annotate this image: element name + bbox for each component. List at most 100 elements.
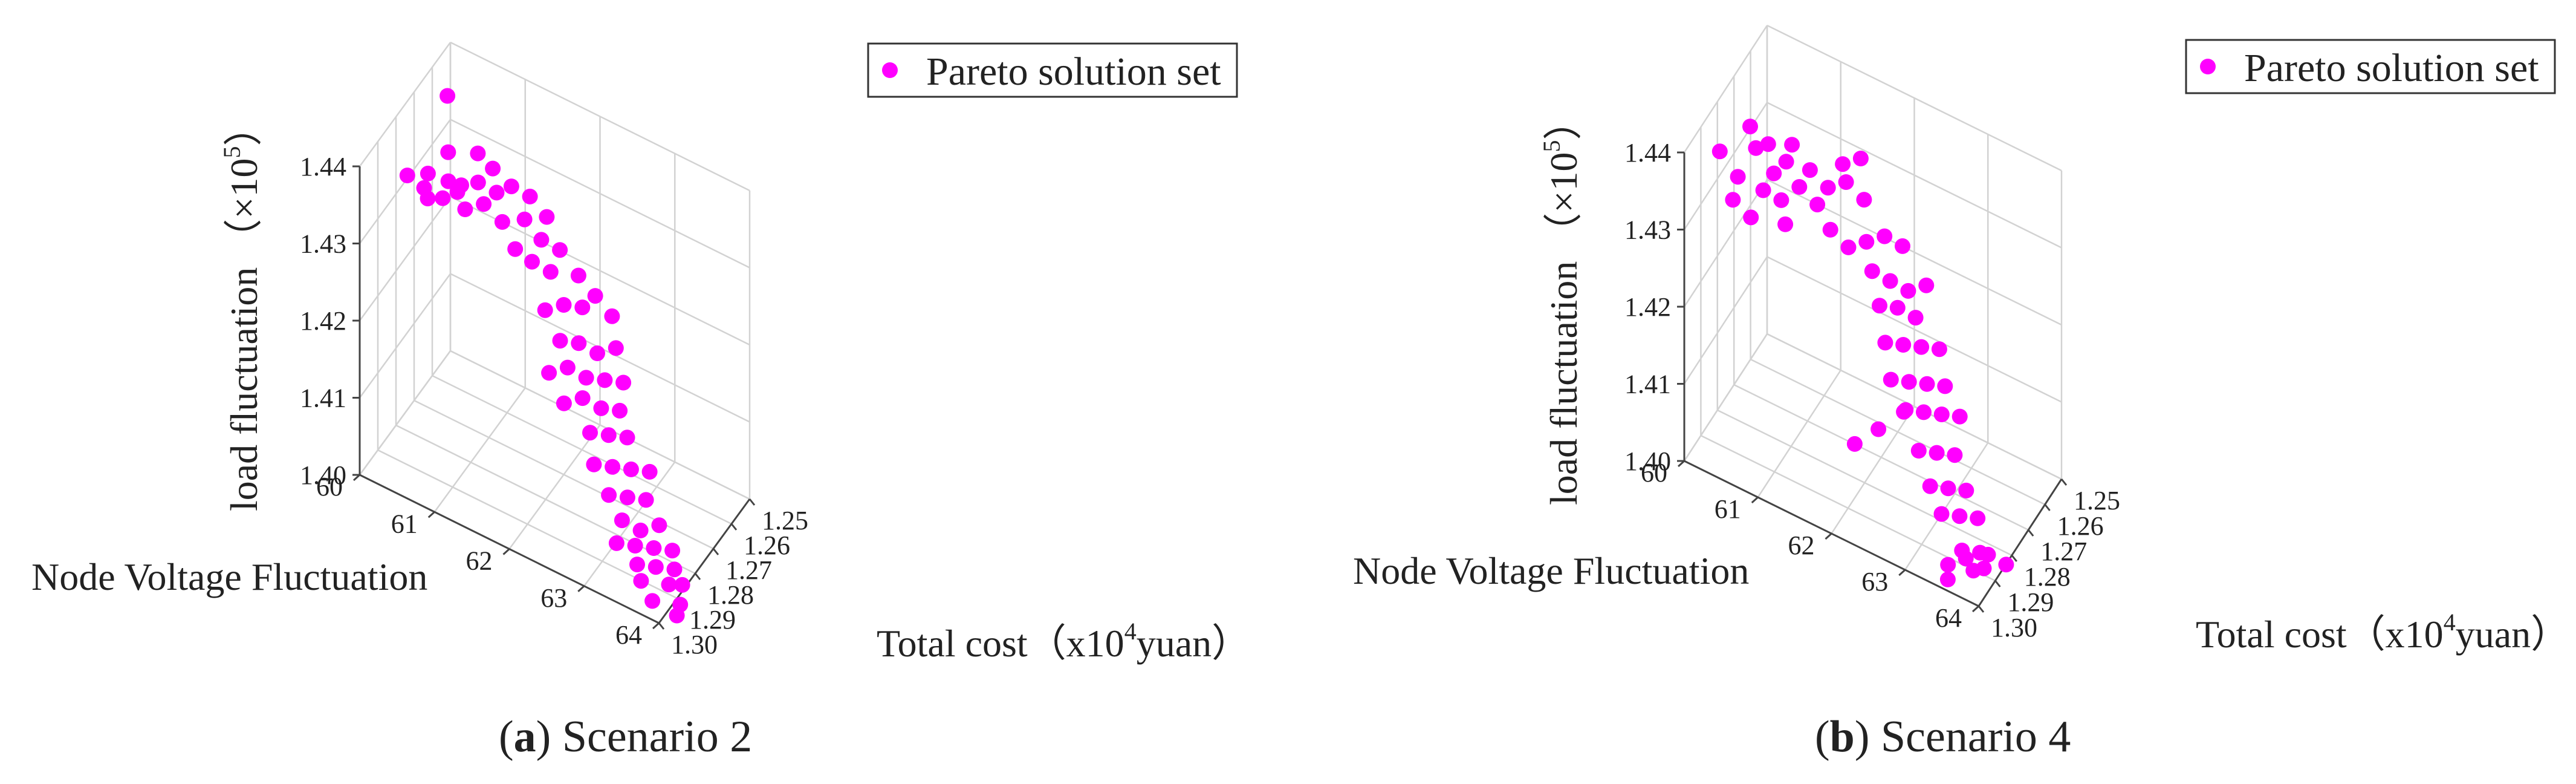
- gridline: [1750, 358, 2046, 506]
- scatter-point: [608, 535, 625, 551]
- scatter-point: [1951, 408, 1968, 425]
- caption-a: (a) Scenario 2: [499, 712, 752, 762]
- scatter-point: [1822, 221, 1838, 238]
- scatter-point: [1870, 421, 1887, 437]
- scatter-point: [1760, 136, 1776, 152]
- grid-b: [1677, 24, 2068, 613]
- gridline: [1733, 384, 2029, 531]
- scatter-point: [597, 372, 613, 388]
- scatter-point: [1916, 404, 1932, 420]
- y-tick-mark: [2060, 479, 2068, 486]
- scatter-point: [601, 487, 617, 503]
- y-tick-label: 1.29: [2007, 587, 2054, 617]
- x-tick-label: 64: [1935, 603, 1962, 633]
- y-tick-mark: [748, 498, 756, 506]
- y-tick-mark: [694, 573, 701, 580]
- x-tick-label: 60: [1641, 458, 1667, 488]
- y-tick-label: 1.28: [2024, 562, 2071, 592]
- scatter-point: [669, 607, 685, 624]
- scatter-point: [522, 188, 538, 204]
- scatter-point: [664, 543, 681, 559]
- scatter-point: [1864, 263, 1880, 279]
- z-axis-label-b-exp: 5: [1538, 140, 1565, 152]
- scatter-point: [1742, 119, 1758, 135]
- gridline: [508, 424, 601, 550]
- scatter-point: [574, 299, 591, 316]
- caption-b-text: Scenario 4: [1869, 712, 2071, 762]
- scatter-point: [440, 173, 456, 189]
- y-tick-mark: [658, 622, 665, 630]
- scatter-point: [1918, 277, 1935, 293]
- gridline: [432, 374, 732, 525]
- gridline: [358, 42, 452, 167]
- scatter-point: [666, 561, 683, 578]
- legend-label-a: Pareto solution set: [926, 50, 1221, 94]
- scatter-point: [619, 430, 635, 446]
- z-tick-label: 1.43: [1624, 215, 1671, 245]
- y-axis-label-b-tail: yuan）: [2456, 613, 2569, 656]
- scatter-point: [1976, 560, 1992, 577]
- y-tick-label: 1.29: [689, 605, 736, 635]
- scatter-point: [1958, 550, 1974, 567]
- y-tick-label: 1.27: [2040, 537, 2087, 566]
- scatter-point: [612, 402, 628, 419]
- scatter-point: [1940, 480, 1956, 497]
- y-axis-label-a-tail: yuan）: [1137, 622, 1250, 665]
- scatter-point: [1872, 298, 1887, 314]
- z-tick-label: 1.40: [1624, 446, 1671, 476]
- y-tick-mark: [2028, 529, 2034, 537]
- scatter-point: [524, 253, 540, 270]
- scatter-point: [1778, 154, 1794, 170]
- scatter-point: [420, 165, 436, 181]
- scatter-point: [552, 333, 568, 349]
- y-tick-label: 1.26: [744, 531, 790, 560]
- caption-a-letter: a: [514, 712, 536, 762]
- y-tick-mark: [730, 523, 738, 531]
- scatter-point: [1931, 341, 1947, 358]
- legend-box-a: [867, 42, 1238, 98]
- gridline: [433, 387, 526, 512]
- y-tick-label: 1.28: [707, 580, 754, 610]
- z-tick-label: 1.41: [1624, 370, 1671, 399]
- scatter-point: [533, 232, 550, 248]
- y-tick-label: 1.25: [762, 506, 808, 535]
- gridline: [1831, 406, 1915, 534]
- gridline: [395, 424, 696, 575]
- z-tick-label: 1.43: [300, 229, 346, 259]
- gridline: [414, 399, 714, 550]
- z-tick-label: 1.44: [300, 152, 346, 181]
- scatter-point: [556, 297, 572, 313]
- scatter-point: [1730, 169, 1746, 185]
- gridline: [377, 449, 678, 599]
- scatter-point: [1835, 156, 1851, 172]
- x-tick-label: 63: [540, 583, 567, 613]
- caption-a-text: Scenario 2: [551, 712, 752, 762]
- z-axis-label-a-main: load fluctuation （×10: [222, 158, 265, 511]
- scatter-point: [646, 540, 662, 556]
- scatter-point: [1919, 376, 1935, 392]
- gridline: [358, 273, 452, 399]
- scatter-point: [494, 214, 510, 230]
- y-axis-line: [1977, 479, 2063, 607]
- x-tick-label: 61: [1715, 494, 1741, 524]
- y-axis-label-a-exp: 4: [1124, 618, 1137, 645]
- scatter-point: [539, 209, 555, 225]
- y-tick-mark: [712, 548, 719, 555]
- x-tick-mark: [652, 622, 660, 630]
- z-tick-label: 1.40: [300, 460, 346, 490]
- scatter-point: [1755, 182, 1771, 198]
- scatter-points-b: [1711, 119, 2014, 587]
- scatter-point: [623, 461, 639, 477]
- tick-labels-b: 60 61 62 63 64 1.251.261.271.281.291.30 1.40 1.…: [1624, 138, 2120, 642]
- scatter-point: [644, 593, 661, 609]
- caption-b-letter: b: [1830, 712, 1855, 762]
- scatter-point: [574, 390, 591, 407]
- x-tick-label: 61: [391, 509, 418, 538]
- scatter-point: [1877, 228, 1893, 244]
- scatter-point: [587, 288, 603, 304]
- scatter-point: [1838, 174, 1854, 190]
- scatter-point: [604, 308, 620, 324]
- scatter-point: [470, 174, 486, 191]
- caption-b-close: ): [1855, 712, 1870, 762]
- scatter-point: [1929, 445, 1945, 461]
